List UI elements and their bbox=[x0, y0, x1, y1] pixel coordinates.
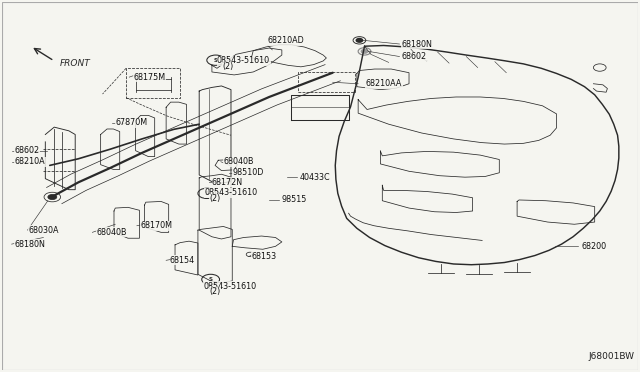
Text: 08543-51610: 08543-51610 bbox=[217, 57, 270, 65]
Text: 68170M: 68170M bbox=[141, 221, 173, 230]
Text: 68153: 68153 bbox=[252, 252, 276, 261]
Text: J68001BW: J68001BW bbox=[589, 352, 635, 361]
Text: (2): (2) bbox=[209, 288, 221, 296]
Text: 68200: 68200 bbox=[582, 242, 607, 251]
Text: 68180N: 68180N bbox=[15, 240, 45, 248]
Text: S: S bbox=[205, 191, 209, 196]
Text: 98510D: 98510D bbox=[233, 168, 264, 177]
Text: 98515: 98515 bbox=[282, 195, 307, 205]
Text: 68210AD: 68210AD bbox=[268, 36, 305, 45]
Text: 68602: 68602 bbox=[401, 52, 426, 61]
Text: S: S bbox=[209, 277, 212, 282]
Text: 67870M: 67870M bbox=[115, 118, 147, 127]
Text: 68180N: 68180N bbox=[401, 39, 432, 48]
Text: 68210A: 68210A bbox=[15, 157, 45, 166]
Text: (2): (2) bbox=[222, 62, 234, 71]
Text: 68175M: 68175M bbox=[133, 73, 165, 81]
Text: 68040B: 68040B bbox=[96, 228, 127, 237]
Text: S: S bbox=[214, 58, 218, 63]
Text: FRONT: FRONT bbox=[60, 60, 90, 68]
Circle shape bbox=[48, 195, 57, 200]
Text: 08543-51610: 08543-51610 bbox=[203, 282, 256, 291]
Text: 68030A: 68030A bbox=[29, 226, 60, 235]
Circle shape bbox=[356, 38, 363, 42]
Text: 68154: 68154 bbox=[170, 256, 195, 265]
Circle shape bbox=[362, 49, 368, 53]
Text: 40433C: 40433C bbox=[300, 173, 330, 182]
Text: 68210AA: 68210AA bbox=[366, 79, 402, 88]
Text: 68602: 68602 bbox=[15, 146, 40, 155]
Text: 68040B: 68040B bbox=[223, 157, 254, 166]
Text: (2): (2) bbox=[209, 194, 221, 203]
Text: 68172N: 68172N bbox=[212, 178, 243, 187]
Text: 08543-51610: 08543-51610 bbox=[204, 188, 257, 197]
